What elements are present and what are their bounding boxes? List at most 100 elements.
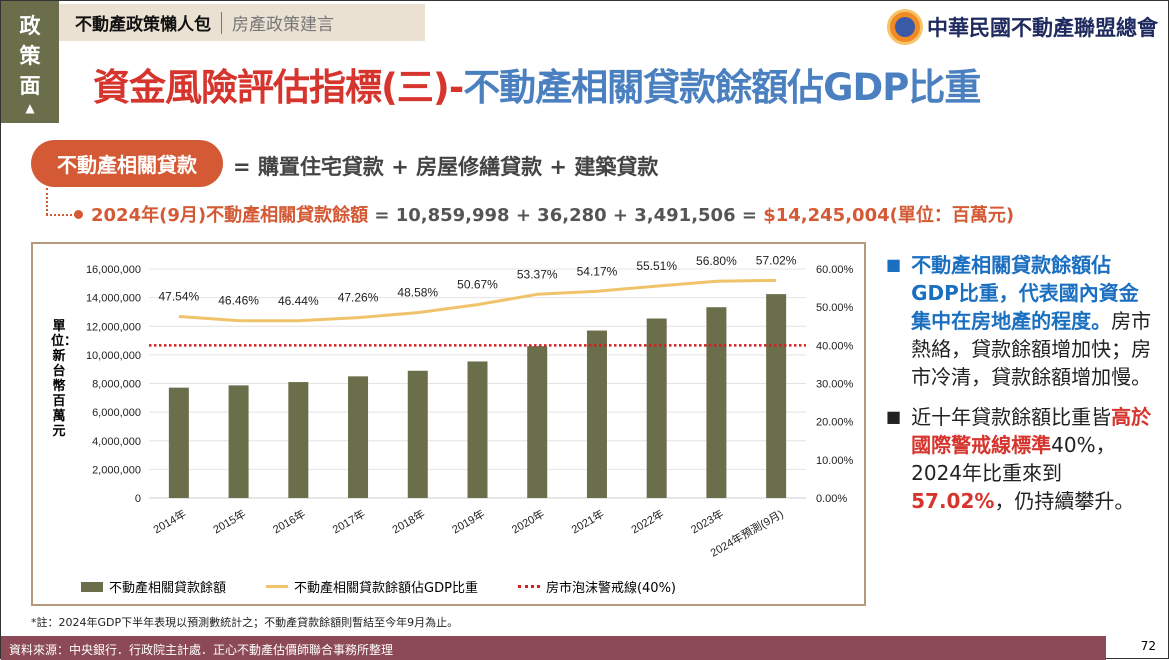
definition-equation: = 購置住宅貸款 + 房屋修繕貸款 + 建築貸款 [233,155,659,179]
data-label: 47.26% [338,291,379,305]
data-label: 46.44% [278,294,319,308]
bar [527,346,548,498]
legend-label: 不動產相關貸款餘額 [109,581,227,596]
legend-swatch [266,585,289,588]
legend-label: 房市泡沫警戒線(40%) [545,581,676,596]
data-label: 48.58% [397,286,438,300]
legend-label: 不動產相關貸款餘額佔GDP比重 [294,581,478,596]
x-tick-label: 2023年 [688,506,726,536]
source-footer: 資料來源：中央銀行．行政院主計處．正心不動產估價師聯合事務所整理 [1,636,1106,660]
bar [646,318,667,498]
x-tick-label: 2018年 [390,506,428,536]
y-tick-label: 14,000,000 [86,293,141,305]
data-label: 54.17% [577,264,618,278]
chart-legend: 不動產相關貸款餘額 不動產相關貸款餘額佔GDP比重 房市泡沫警戒線(40%) [81,577,676,596]
header-tab: 不動產政策懶人包 房產政策建言 [59,4,425,41]
data-label: 50.67% [457,278,498,292]
note-item: ■ 近十年貸款餘額比重皆高於國際警戒線標準40%，2024年比重來到 57.02%，… [886,403,1154,515]
x-tick-label: 2015年 [210,506,248,536]
formula-calc: = 10,859,998 + 36,280 + 3,491,506 = [368,205,764,226]
page-title: 資金風險評估指標(三)-不動產相關貸款餘額佔GDP比重 [93,57,981,111]
section-tag: 政 策 面 ▲ [1,1,59,123]
page-number: 72 [1140,639,1156,653]
square-bullet-icon: ■ [886,407,902,426]
tag-char: 政 [19,14,41,38]
note-highlight: 57.02% [911,489,995,513]
formula-label: 2024年(9月)不動產相關貸款餘額 [91,205,369,226]
y-tick-label: 2,000,000 [92,464,141,476]
data-label: 56.80% [696,254,737,268]
y-tick-label: 16,000,000 [86,264,141,276]
data-label: 47.54% [159,290,200,304]
data-label: 55.51% [636,259,677,273]
x-tick-label: 2019年 [449,506,487,536]
legend-item: 房市泡沫警戒線(40%) [517,577,676,596]
seal-icon [887,9,923,45]
tag-char: 策 [19,44,41,68]
definition-pill: 不動產相關貸款 [31,140,223,187]
x-tick-label: 2020年 [509,506,547,536]
square-bullet-icon: ■ [886,255,902,274]
connector [46,188,48,215]
bar [467,361,488,498]
bar [586,330,607,498]
y-tick-label: 8,000,000 [92,379,141,391]
formula-total: $14,245,004(單位：百萬元) [763,205,1015,226]
tab-sub: 房產政策建言 [232,15,334,35]
legend-swatch [81,581,103,592]
connector [46,214,76,216]
data-label: 46.46% [218,294,259,308]
note-text: 房市熱絡，貸款餘額增加快；房市冷清，貸款餘額增加慢。 [911,309,1152,389]
legend-item: 不動產相關貸款餘額佔GDP比重 [266,577,478,596]
arrow-up-icon: ▲ [25,101,35,115]
y-tick-label: 6,000,000 [92,407,141,419]
x-tick-label: 2022年 [628,506,666,536]
note-text: ，仍持續攀升。 [994,489,1135,513]
title-red: 資金風險評估指標(三)- [93,66,464,109]
data-label: 57.02% [756,253,797,267]
y2-tick-label: 60.00% [816,264,854,276]
legend-swatch [517,585,540,588]
y2-tick-label: 40.00% [816,340,854,352]
y-tick-label: 4,000,000 [92,436,141,448]
note-text: 近十年貸款餘額比重皆 [911,405,1112,429]
y2-tick-label: 50.00% [816,302,854,314]
title-blue: 不動產相關貸款餘額佔GDP比重 [463,66,981,109]
logo-text: 中華民國不動產聯盟總會 [927,15,1158,40]
y2-tick-label: 0.00% [816,493,847,505]
bar [288,382,309,498]
tab-main: 不動產政策懶人包 [75,15,211,35]
tag-char: 面 [19,74,41,98]
y2-tick-label: 30.00% [816,379,854,391]
bullet-dot [74,210,83,219]
note-highlight: 不動產相關貸款餘額佔GDP比重，代表國內資金集中在房地產的程度。 [911,253,1139,333]
x-tick-label: 2021年 [569,506,607,536]
x-tick-label: 2014年 [151,506,189,536]
legend-item: 不動產相關貸款餘額 [81,577,226,596]
note-highlight: 高於國際警戒線標準 [911,405,1152,457]
side-notes: ■ 不動產相關貸款餘額佔GDP比重，代表國內資金集中在房地產的程度。房市熱絡，貸款… [886,251,1154,527]
note-item: ■ 不動產相關貸款餘額佔GDP比重，代表國內資金集中在房地產的程度。房市熱絡，貸款… [886,251,1154,391]
logo: 中華民國不動產聯盟總會 [887,9,1158,45]
y2-tick-label: 10.00% [816,455,854,467]
y-axis-label: 單位：新台幣百萬元 [51,319,78,439]
x-tick-label: 2016年 [270,506,308,536]
bar [766,294,787,498]
bar [228,385,249,498]
ratio-line [178,278,777,323]
footnote: *註：2024年GDP下半年表現以預測數統計之；不動產貸款餘額則暫結至今年9月為… [31,616,459,629]
chart-frame [31,242,866,606]
y-tick-label: 0 [135,493,141,505]
x-tick-label: 2017年 [330,506,368,536]
formula: 2024年(9月)不動產相關貸款餘額 = 10,859,998 + 36,280… [91,201,1014,227]
y-tick-label: 12,000,000 [86,321,141,333]
y-tick-label: 10,000,000 [86,350,141,362]
note-text: 40%，2024年比重來到 [911,433,1116,485]
bar [168,387,189,498]
divider [221,11,222,34]
bar [348,376,369,498]
bar [706,307,727,498]
data-label: 53.37% [517,267,558,281]
y2-tick-label: 20.00% [816,417,854,429]
